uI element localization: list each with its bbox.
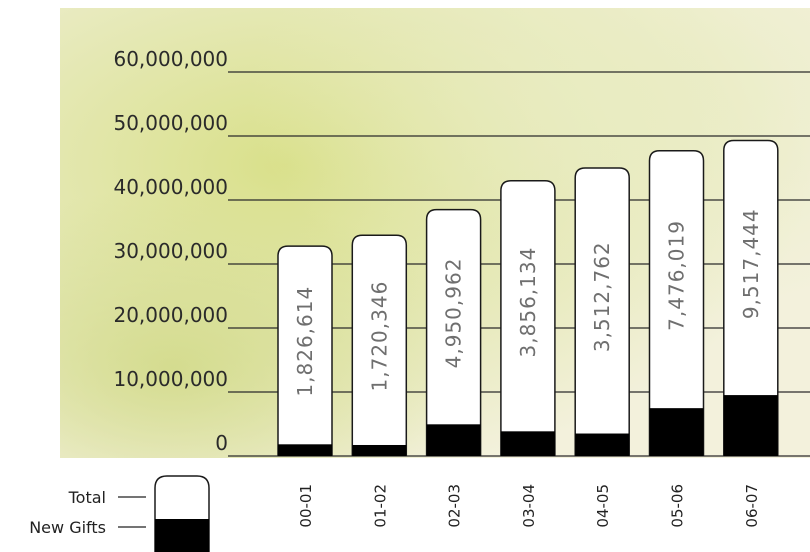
x-tick-label: 06-07	[743, 484, 761, 528]
bar-new-gifts	[575, 433, 630, 456]
bar-total	[277, 245, 333, 456]
y-tick-label: 30,000,000	[113, 239, 228, 263]
x-tick-label: 00-01	[297, 484, 315, 528]
x-tick-label: 03-04	[520, 484, 538, 528]
bar-total	[723, 139, 779, 456]
x-tick-label: 02-03	[446, 484, 464, 528]
bar-data-label: 3,856,134	[516, 247, 540, 358]
y-tick-label: 50,000,000	[113, 111, 228, 135]
bar-data-label: 3,512,762	[590, 241, 614, 352]
x-tick-label: 04-05	[594, 484, 612, 528]
bar-new-gifts	[649, 408, 704, 456]
bar-new-gifts	[426, 424, 481, 456]
bar-total	[648, 149, 705, 456]
bar-new-gifts	[723, 395, 778, 456]
legend: Total New Gifts	[29, 475, 210, 552]
bar-data-label: 7,476,019	[665, 220, 689, 331]
x-tick-label: 05-06	[669, 484, 687, 528]
bar-total	[351, 234, 408, 456]
x-axis-tick-labels: 00-01 01-02 02-03 03-04 04-05 05-06 06-07	[297, 484, 761, 528]
bar-new-gifts	[278, 444, 332, 456]
y-tick-label: 20,000,000	[113, 303, 228, 327]
y-tick-label: 40,000,000	[113, 175, 228, 199]
legend-swatch-new-gifts	[155, 519, 209, 552]
x-tick-label: 01-02	[371, 484, 389, 528]
bar-new-gifts	[352, 444, 407, 456]
legend-label-new-gifts: New Gifts	[29, 518, 106, 537]
bar-total	[574, 167, 630, 456]
bar-total	[500, 180, 556, 456]
bar-data-label: 4,950,962	[442, 258, 466, 369]
bar-total	[425, 208, 482, 456]
y-tick-label: 10,000,000	[113, 367, 228, 391]
bars: 1,826,614 1,720,346 4,950,962 3,856,134 3,51…	[277, 139, 779, 456]
y-axis-tick-labels: 0 10,000,000 20,000,000 30,000,000 40,000,00…	[113, 47, 228, 455]
bar-data-label: 1,720,346	[367, 281, 391, 392]
y-tick-label: 0	[215, 431, 228, 455]
bar-new-gifts	[500, 431, 555, 456]
bar-data-label: 1,826,614	[293, 286, 317, 397]
y-tick-label: 60,000,000	[113, 47, 228, 71]
legend-label-total: Total	[68, 488, 106, 507]
bar-data-label: 9,517,444	[739, 208, 763, 319]
